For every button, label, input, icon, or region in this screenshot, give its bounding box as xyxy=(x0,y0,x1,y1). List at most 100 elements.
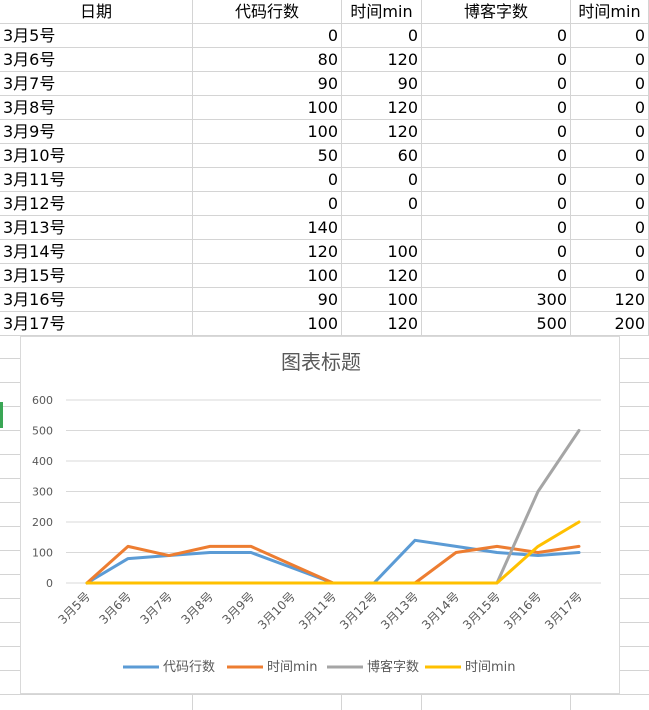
x-tick-label: 3月9号 xyxy=(219,589,257,627)
date-cell[interactable]: 3月6号 xyxy=(0,48,193,72)
date-cell[interactable]: 3月13号 xyxy=(0,216,193,240)
chart-title: 图表标题 xyxy=(281,350,361,374)
code-lines-cell[interactable]: 100 xyxy=(193,120,342,144)
blog-words-cell[interactable]: 0 xyxy=(422,264,571,288)
header-row: 日期 代码行数 时间min 博客字数 时间min xyxy=(0,0,649,24)
date-cell[interactable]: 3月8号 xyxy=(0,96,193,120)
x-tick-label: 3月5号 xyxy=(55,589,93,627)
blog-words-cell[interactable]: 0 xyxy=(422,216,571,240)
blog-words-cell[interactable]: 0 xyxy=(422,168,571,192)
date-cell[interactable]: 3月16号 xyxy=(0,288,193,312)
header-date[interactable]: 日期 xyxy=(0,0,193,24)
time-min-cell[interactable]: 60 xyxy=(342,144,422,168)
code-lines-cell[interactable]: 90 xyxy=(193,72,342,96)
y-tick-label: 200 xyxy=(32,516,53,529)
x-tick-label: 3月7号 xyxy=(137,589,175,627)
table-row: 3月17号 100 120 500 200 xyxy=(0,312,649,336)
blog-words-cell[interactable]: 0 xyxy=(422,120,571,144)
date-cell[interactable]: 3月14号 xyxy=(0,240,193,264)
time-min-cell[interactable]: 0 xyxy=(342,168,422,192)
x-tick-label: 3月13号 xyxy=(378,589,421,632)
time-min-2-cell[interactable]: 0 xyxy=(571,216,649,240)
time-min-cell[interactable]: 0 xyxy=(342,192,422,216)
header-time-min[interactable]: 时间min xyxy=(342,0,422,24)
y-tick-label: 400 xyxy=(32,455,53,468)
date-cell[interactable]: 3月10号 xyxy=(0,144,193,168)
x-tick-label: 3月11号 xyxy=(296,589,339,632)
blog-words-cell[interactable]: 300 xyxy=(422,288,571,312)
code-lines-cell[interactable]: 0 xyxy=(193,168,342,192)
time-min-2-cell[interactable]: 0 xyxy=(571,144,649,168)
blog-words-cell[interactable]: 0 xyxy=(422,48,571,72)
code-lines-cell[interactable]: 80 xyxy=(193,48,342,72)
time-min-2-cell[interactable]: 0 xyxy=(571,72,649,96)
date-cell[interactable]: 3月11号 xyxy=(0,168,193,192)
date-cell[interactable]: 3月12号 xyxy=(0,192,193,216)
blog-words-cell[interactable]: 0 xyxy=(422,240,571,264)
date-cell[interactable]: 3月9号 xyxy=(0,120,193,144)
header-blog-words[interactable]: 博客字数 xyxy=(422,0,571,24)
table-row: 3月7号 90 90 0 0 xyxy=(0,72,649,96)
legend-label-3: 时间min xyxy=(465,660,516,675)
code-lines-cell[interactable]: 0 xyxy=(193,192,342,216)
time-min-2-cell[interactable]: 0 xyxy=(571,240,649,264)
time-min-2-cell[interactable]: 0 xyxy=(571,192,649,216)
blog-words-cell[interactable]: 0 xyxy=(422,24,571,48)
table-row: 3月8号 100 120 0 0 xyxy=(0,96,649,120)
y-tick-label: 500 xyxy=(32,425,53,438)
time-min-2-cell[interactable]: 200 xyxy=(571,312,649,336)
x-tick-label: 3月10号 xyxy=(255,589,298,632)
code-lines-cell[interactable]: 90 xyxy=(193,288,342,312)
date-cell[interactable]: 3月17号 xyxy=(0,312,193,336)
x-tick-label: 3月15号 xyxy=(460,589,503,632)
blog-words-cell[interactable]: 0 xyxy=(422,144,571,168)
blog-words-cell[interactable]: 500 xyxy=(422,312,571,336)
date-cell[interactable]: 3月7号 xyxy=(0,72,193,96)
time-min-cell[interactable]: 120 xyxy=(342,48,422,72)
code-lines-cell[interactable]: 50 xyxy=(193,144,342,168)
time-min-2-cell[interactable]: 0 xyxy=(571,24,649,48)
y-tick-label: 300 xyxy=(32,486,53,499)
time-min-2-cell[interactable]: 120 xyxy=(571,288,649,312)
table-row: 3月10号 50 60 0 0 xyxy=(0,144,649,168)
table-row: 3月16号 90 100 300 120 xyxy=(0,288,649,312)
x-tick-label: 3月14号 xyxy=(419,589,462,632)
line-chart[interactable]: 图表标题 0 100 200 300 400 500 600 3月5号 3月6号 3月7号 3月8号 3… xyxy=(20,336,620,694)
code-lines-cell[interactable]: 100 xyxy=(193,96,342,120)
table-row: 3月14号 120 100 0 0 xyxy=(0,240,649,264)
time-min-cell[interactable]: 120 xyxy=(342,264,422,288)
legend-label-0: 代码行数 xyxy=(163,660,215,675)
table-row: 3月12号 0 0 0 0 xyxy=(0,192,649,216)
time-min-cell[interactable]: 0 xyxy=(342,24,422,48)
y-tick-label: 100 xyxy=(32,547,53,560)
code-lines-cell[interactable]: 0 xyxy=(193,24,342,48)
time-min-cell[interactable]: 90 xyxy=(342,72,422,96)
code-lines-cell[interactable]: 100 xyxy=(193,312,342,336)
series-line-2 xyxy=(85,429,581,585)
blog-words-cell[interactable]: 0 xyxy=(422,96,571,120)
blog-words-cell[interactable]: 0 xyxy=(422,72,571,96)
code-lines-cell[interactable]: 100 xyxy=(193,264,342,288)
time-min-2-cell[interactable]: 0 xyxy=(571,264,649,288)
table-row: 3月5号 0 0 0 0 xyxy=(0,24,649,48)
date-cell[interactable]: 3月15号 xyxy=(0,264,193,288)
time-min-cell[interactable]: 120 xyxy=(342,120,422,144)
header-time-min-2[interactable]: 时间min xyxy=(571,0,649,24)
selection-marker xyxy=(0,402,3,428)
time-min-cell[interactable]: 120 xyxy=(342,312,422,336)
time-min-cell[interactable]: 120 xyxy=(342,96,422,120)
blog-words-cell[interactable]: 0 xyxy=(422,192,571,216)
y-tick-label: 0 xyxy=(46,577,53,590)
time-min-2-cell[interactable]: 0 xyxy=(571,96,649,120)
time-min-cell[interactable] xyxy=(342,216,422,240)
time-min-2-cell[interactable]: 0 xyxy=(571,168,649,192)
time-min-cell[interactable]: 100 xyxy=(342,240,422,264)
date-cell[interactable]: 3月5号 xyxy=(0,24,193,48)
time-min-2-cell[interactable]: 0 xyxy=(571,120,649,144)
time-min-cell[interactable]: 100 xyxy=(342,288,422,312)
x-tick-label: 3月8号 xyxy=(178,589,216,627)
code-lines-cell[interactable]: 140 xyxy=(193,216,342,240)
code-lines-cell[interactable]: 120 xyxy=(193,240,342,264)
time-min-2-cell[interactable]: 0 xyxy=(571,48,649,72)
header-code-lines[interactable]: 代码行数 xyxy=(193,0,342,24)
